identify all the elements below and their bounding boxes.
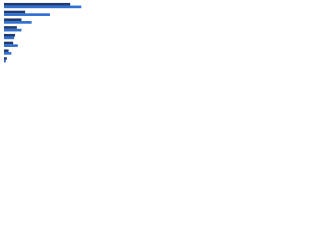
bar — [4, 44, 18, 47]
bar — [4, 49, 9, 53]
bar — [4, 10, 26, 14]
bar — [4, 18, 22, 22]
bar — [4, 36, 15, 40]
bar — [4, 26, 17, 29]
bar — [4, 33, 16, 37]
page: (() => { const data = JSON.parse(documen… — [0, 0, 320, 71]
chart — [4, 2, 82, 63]
bar — [4, 2, 71, 6]
bar — [4, 5, 82, 9]
bar — [4, 28, 22, 32]
bar — [4, 41, 14, 45]
bar — [4, 57, 7, 60]
bar — [4, 21, 32, 24]
bar — [4, 59, 6, 63]
bar — [4, 52, 12, 55]
bar — [4, 13, 50, 16]
